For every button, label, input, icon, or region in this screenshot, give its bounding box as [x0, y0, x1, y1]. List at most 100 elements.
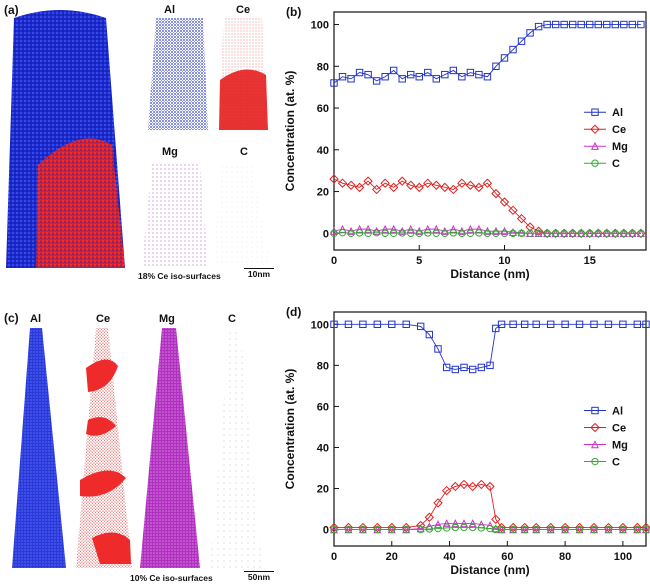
chart-b-point-ce-1 [337, 178, 348, 188]
chart-b-point-c-10 [415, 229, 423, 237]
chart-d-xtick-label-1: 20 [386, 551, 398, 563]
chart-b-point-c-15 [458, 229, 466, 237]
chart-d-point-ce-22 [574, 522, 585, 533]
chart-b-point-ce-11 [423, 178, 433, 188]
chart-d-point-ce-26 [632, 522, 643, 533]
chart-b-point-c-26 [551, 229, 560, 237]
chart-b-point-al-7 [389, 66, 398, 75]
chart-d-point-mg-11 [459, 519, 469, 528]
chart-d-point-c-22 [575, 525, 584, 534]
chart-d-point-c-4 [388, 525, 396, 534]
chart-d-legend-label-0: Al [612, 406, 623, 418]
chart-b-point-ce-0 [329, 174, 339, 184]
chart-b-point-ce-10 [414, 182, 424, 193]
chart-b-point-mg-19 [491, 226, 500, 235]
chart-d-frame [333, 311, 647, 547]
chart-b-point-mg-20 [500, 226, 509, 235]
panel-a-label-al: Al [164, 4, 175, 16]
chart-b-point-c-29 [577, 229, 585, 237]
chart-d-legend-marker-1 [590, 422, 600, 433]
chart-b-point-c-3 [355, 229, 364, 237]
chart-b-point-al-36 [637, 20, 645, 29]
chart-b-point-mg-17 [474, 224, 483, 233]
chart-d: (d) 0 20 40 60 80 100 0 20 40 60 80 100 Distance (nm)… [283, 305, 650, 577]
chart-b-legend-marker-2 [590, 141, 600, 150]
chart-b-point-ce-8 [397, 176, 407, 186]
chart-b-point-c-12 [432, 229, 440, 237]
chart-b-point-al-16 [466, 68, 475, 77]
chart-d-ytick-label-2: 40 [317, 442, 329, 454]
chart-b-point-c-8 [398, 229, 406, 237]
chart-d-ytick-label-3: 60 [317, 401, 329, 413]
chart-b-point-ce-21 [508, 205, 518, 216]
chart-d-point-c-12 [468, 523, 477, 532]
chart-b-point-al-31 [594, 20, 602, 29]
chart-d-point-ce-25 [618, 522, 628, 533]
chart-d-point-ce-18 [519, 522, 530, 533]
chart-d-xtick-label-4: 80 [559, 551, 571, 563]
chart-d-point-al-9 [442, 363, 451, 372]
chart-d-point-ce-27 [641, 522, 650, 533]
chart-d-point-c-19 [532, 525, 540, 534]
chart-b-point-ce-4 [363, 176, 373, 186]
chart-d-point-ce-10 [450, 481, 461, 492]
chart-b-point-c-24 [534, 229, 543, 237]
panel-c-label-c: C [228, 313, 236, 325]
chart-d-point-c-10 [451, 523, 460, 532]
chart-d-legend-label-1: Ce [612, 423, 626, 435]
chart-b-legend-marker-0 [591, 108, 599, 116]
panel-c-label-mg: Mg [159, 313, 175, 325]
chart-b-point-c-28 [568, 229, 577, 237]
chart-b-point-al-3 [355, 68, 364, 77]
chart-d-point-al-24 [604, 320, 613, 329]
chart-b-point-al-29 [577, 20, 585, 29]
chart-d-point-ce-5 [401, 522, 411, 533]
chart-b-point-al-25 [543, 20, 551, 29]
chart-b-point-c-21 [509, 229, 517, 237]
chart-d-point-ce-17 [508, 522, 518, 533]
chart-b-point-mg-14 [449, 224, 458, 233]
chart-d-point-ce-14 [485, 481, 495, 492]
chart-b-point-ce-2 [346, 180, 356, 190]
chart-d-point-c-26 [633, 525, 642, 534]
chart-b-point-al-9 [407, 70, 415, 79]
chart-d-point-ce-3 [372, 522, 383, 533]
chart-d-xtick-label-2: 40 [443, 551, 455, 563]
chart-b-point-c-7 [389, 229, 398, 237]
chart-b-point-c-6 [381, 229, 389, 237]
panel-c-scale-label: 50nm [247, 572, 271, 582]
chart-d-point-al-18 [520, 320, 529, 329]
ce-atom-map-c [76, 328, 132, 568]
panel-a-iso-note: 18% Ce iso-surfaces [138, 271, 221, 281]
chart-d-point-c-27 [642, 525, 650, 534]
chart-b-xtick-label-3: 15 [584, 255, 596, 267]
chart-d-legend-label-3: C [612, 457, 620, 469]
chart-d-point-ce-24 [603, 522, 614, 533]
chart-b-point-al-6 [381, 73, 389, 81]
chart-b-point-c-18 [483, 229, 492, 237]
chart-d-series-ce [329, 479, 650, 533]
chart-b-point-al-19 [492, 62, 500, 70]
chart-d-ytick-label-4: 80 [317, 360, 329, 372]
chart-d-point-c-2 [359, 525, 367, 534]
chart-b-point-al-30 [586, 20, 594, 29]
chart-d-point-c-8 [434, 524, 442, 533]
chart-d-point-al-20 [546, 320, 555, 329]
panel-c-iso-note: 10% Ce iso-surfaces [130, 573, 213, 583]
chart-b-point-al-33 [611, 20, 620, 29]
chart-b-point-mg-5 [372, 226, 381, 235]
chart-d-point-al-8 [434, 345, 442, 353]
chart-d-point-ce-12 [467, 481, 478, 492]
chart-b-point-al-27 [560, 20, 568, 29]
chart-d-point-ce-8 [433, 498, 443, 508]
chart-b-point-ce-14 [448, 184, 459, 195]
chart-d-point-al-4 [388, 320, 396, 329]
chart-b-point-c-19 [492, 229, 500, 237]
chart-b-point-c-36 [637, 229, 645, 237]
chart-b-point-al-8 [398, 75, 406, 83]
chart-b-xtick-label-1: 5 [416, 255, 422, 267]
chart-b-point-ce-12 [431, 180, 442, 190]
chart-b-point-c-32 [603, 229, 611, 237]
chart-b-point-al-1 [338, 73, 347, 81]
chart-b-point-al-20 [500, 54, 509, 62]
